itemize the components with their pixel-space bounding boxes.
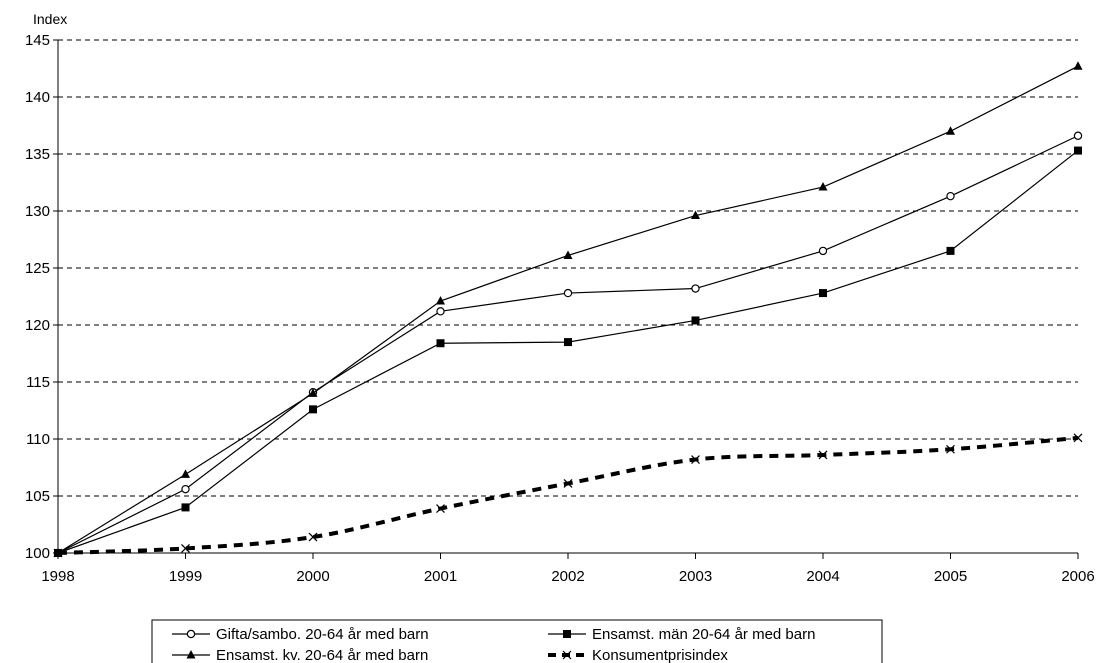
x-tick-label: 1998 <box>41 568 74 585</box>
y-tick-label: 105 <box>25 488 50 505</box>
data-point <box>562 650 572 660</box>
x-tick-label: 2001 <box>424 568 457 585</box>
legend-box <box>151 619 883 663</box>
data-point <box>181 484 190 494</box>
data-point <box>691 455 700 464</box>
y-tick-label: 130 <box>25 203 50 220</box>
data-point-stroke <box>308 532 318 542</box>
data-point <box>946 126 955 135</box>
y-tick-label: 115 <box>26 374 50 391</box>
legend-item-1: Gifta/sambo. 20-64 år med barn <box>172 626 429 643</box>
data-point <box>818 450 828 460</box>
data-point-stroke <box>1073 433 1083 443</box>
data-point <box>186 629 196 639</box>
data-point <box>819 289 827 298</box>
data-point <box>436 307 445 316</box>
data-point <box>946 444 955 454</box>
series-1 <box>53 131 1083 558</box>
series-3 <box>53 61 1083 557</box>
x-tick-label: 1999 <box>169 568 202 585</box>
gridlines <box>58 39 1078 497</box>
data-point <box>946 191 955 201</box>
x-tick-label: 2005 <box>934 568 967 585</box>
legend-item-3: Ensamst. kv. 20-64 år med barn <box>172 647 428 663</box>
data-point <box>563 630 571 638</box>
data-point <box>436 296 445 305</box>
data-point-stroke <box>436 504 445 513</box>
series-4 <box>53 433 1083 558</box>
series-line <box>57 435 1079 555</box>
y-tick-label: 120 <box>25 317 50 334</box>
data-point-stroke <box>818 450 828 460</box>
data-point <box>563 288 573 298</box>
x-tick-label: 2006 <box>1061 568 1094 585</box>
y-tick-label: 110 <box>26 431 50 448</box>
data-point <box>309 405 317 414</box>
legend-item-2: Ensamst. män 20-64 år med barn <box>548 626 815 643</box>
y-tick-label: 100 <box>25 545 50 562</box>
series-group <box>53 61 1083 558</box>
data-point <box>1073 433 1083 443</box>
x-tick-label: 2003 <box>679 568 712 585</box>
data-point <box>691 316 700 325</box>
data-point <box>308 388 318 397</box>
data-point <box>691 210 700 220</box>
data-point <box>818 246 828 256</box>
legend-item-4: Konsumentprisindex <box>548 647 728 663</box>
legend-label: Konsumentprisindex <box>592 647 728 663</box>
data-point-stroke <box>181 544 190 553</box>
data-point-stroke <box>53 548 63 558</box>
x-tick-label: 2002 <box>551 568 584 585</box>
legend: Gifta/sambo. 20-64 år med barn Ensamst. m… <box>151 619 883 663</box>
legend-label: Gifta/sambo. 20-64 år med barn <box>216 626 429 643</box>
data-point-stroke <box>946 444 955 454</box>
series-2 <box>54 146 1082 557</box>
y-tick-label: 135 <box>25 146 50 163</box>
x-tick-label: 2000 <box>296 568 329 585</box>
legend-label: Ensamst. kv. 20-64 år med barn <box>216 647 428 663</box>
data-point <box>1074 146 1082 155</box>
data-point <box>1073 61 1083 70</box>
data-point <box>181 503 190 512</box>
data-point-stroke <box>691 455 700 464</box>
data-point <box>818 182 828 191</box>
data-point <box>53 548 63 558</box>
data-point <box>563 479 573 488</box>
series-line <box>57 65 1079 554</box>
data-point <box>181 469 190 478</box>
data-point <box>1073 131 1083 140</box>
x-tick-label: 2004 <box>806 568 839 585</box>
legend-label: Ensamst. män 20-64 år med barn <box>592 626 815 643</box>
data-point <box>564 338 572 347</box>
data-point-stroke <box>563 479 573 488</box>
data-point <box>186 650 196 659</box>
y-axis-title: Index <box>33 11 67 27</box>
data-point <box>436 339 445 348</box>
y-tick-label: 145 <box>25 32 50 49</box>
axes <box>53 39 1079 559</box>
y-tick-label: 125 <box>25 260 50 277</box>
data-point <box>436 504 445 513</box>
data-point <box>563 250 573 259</box>
data-point <box>691 284 700 293</box>
tick-labels: 100 105 110 115 120 125 130 135 140 145 1998 1999 20… <box>25 32 1095 585</box>
data-point <box>946 246 955 255</box>
data-point-stroke <box>562 650 572 660</box>
y-tick-label: 140 <box>25 89 50 106</box>
data-point <box>181 544 190 553</box>
data-point <box>308 532 318 542</box>
